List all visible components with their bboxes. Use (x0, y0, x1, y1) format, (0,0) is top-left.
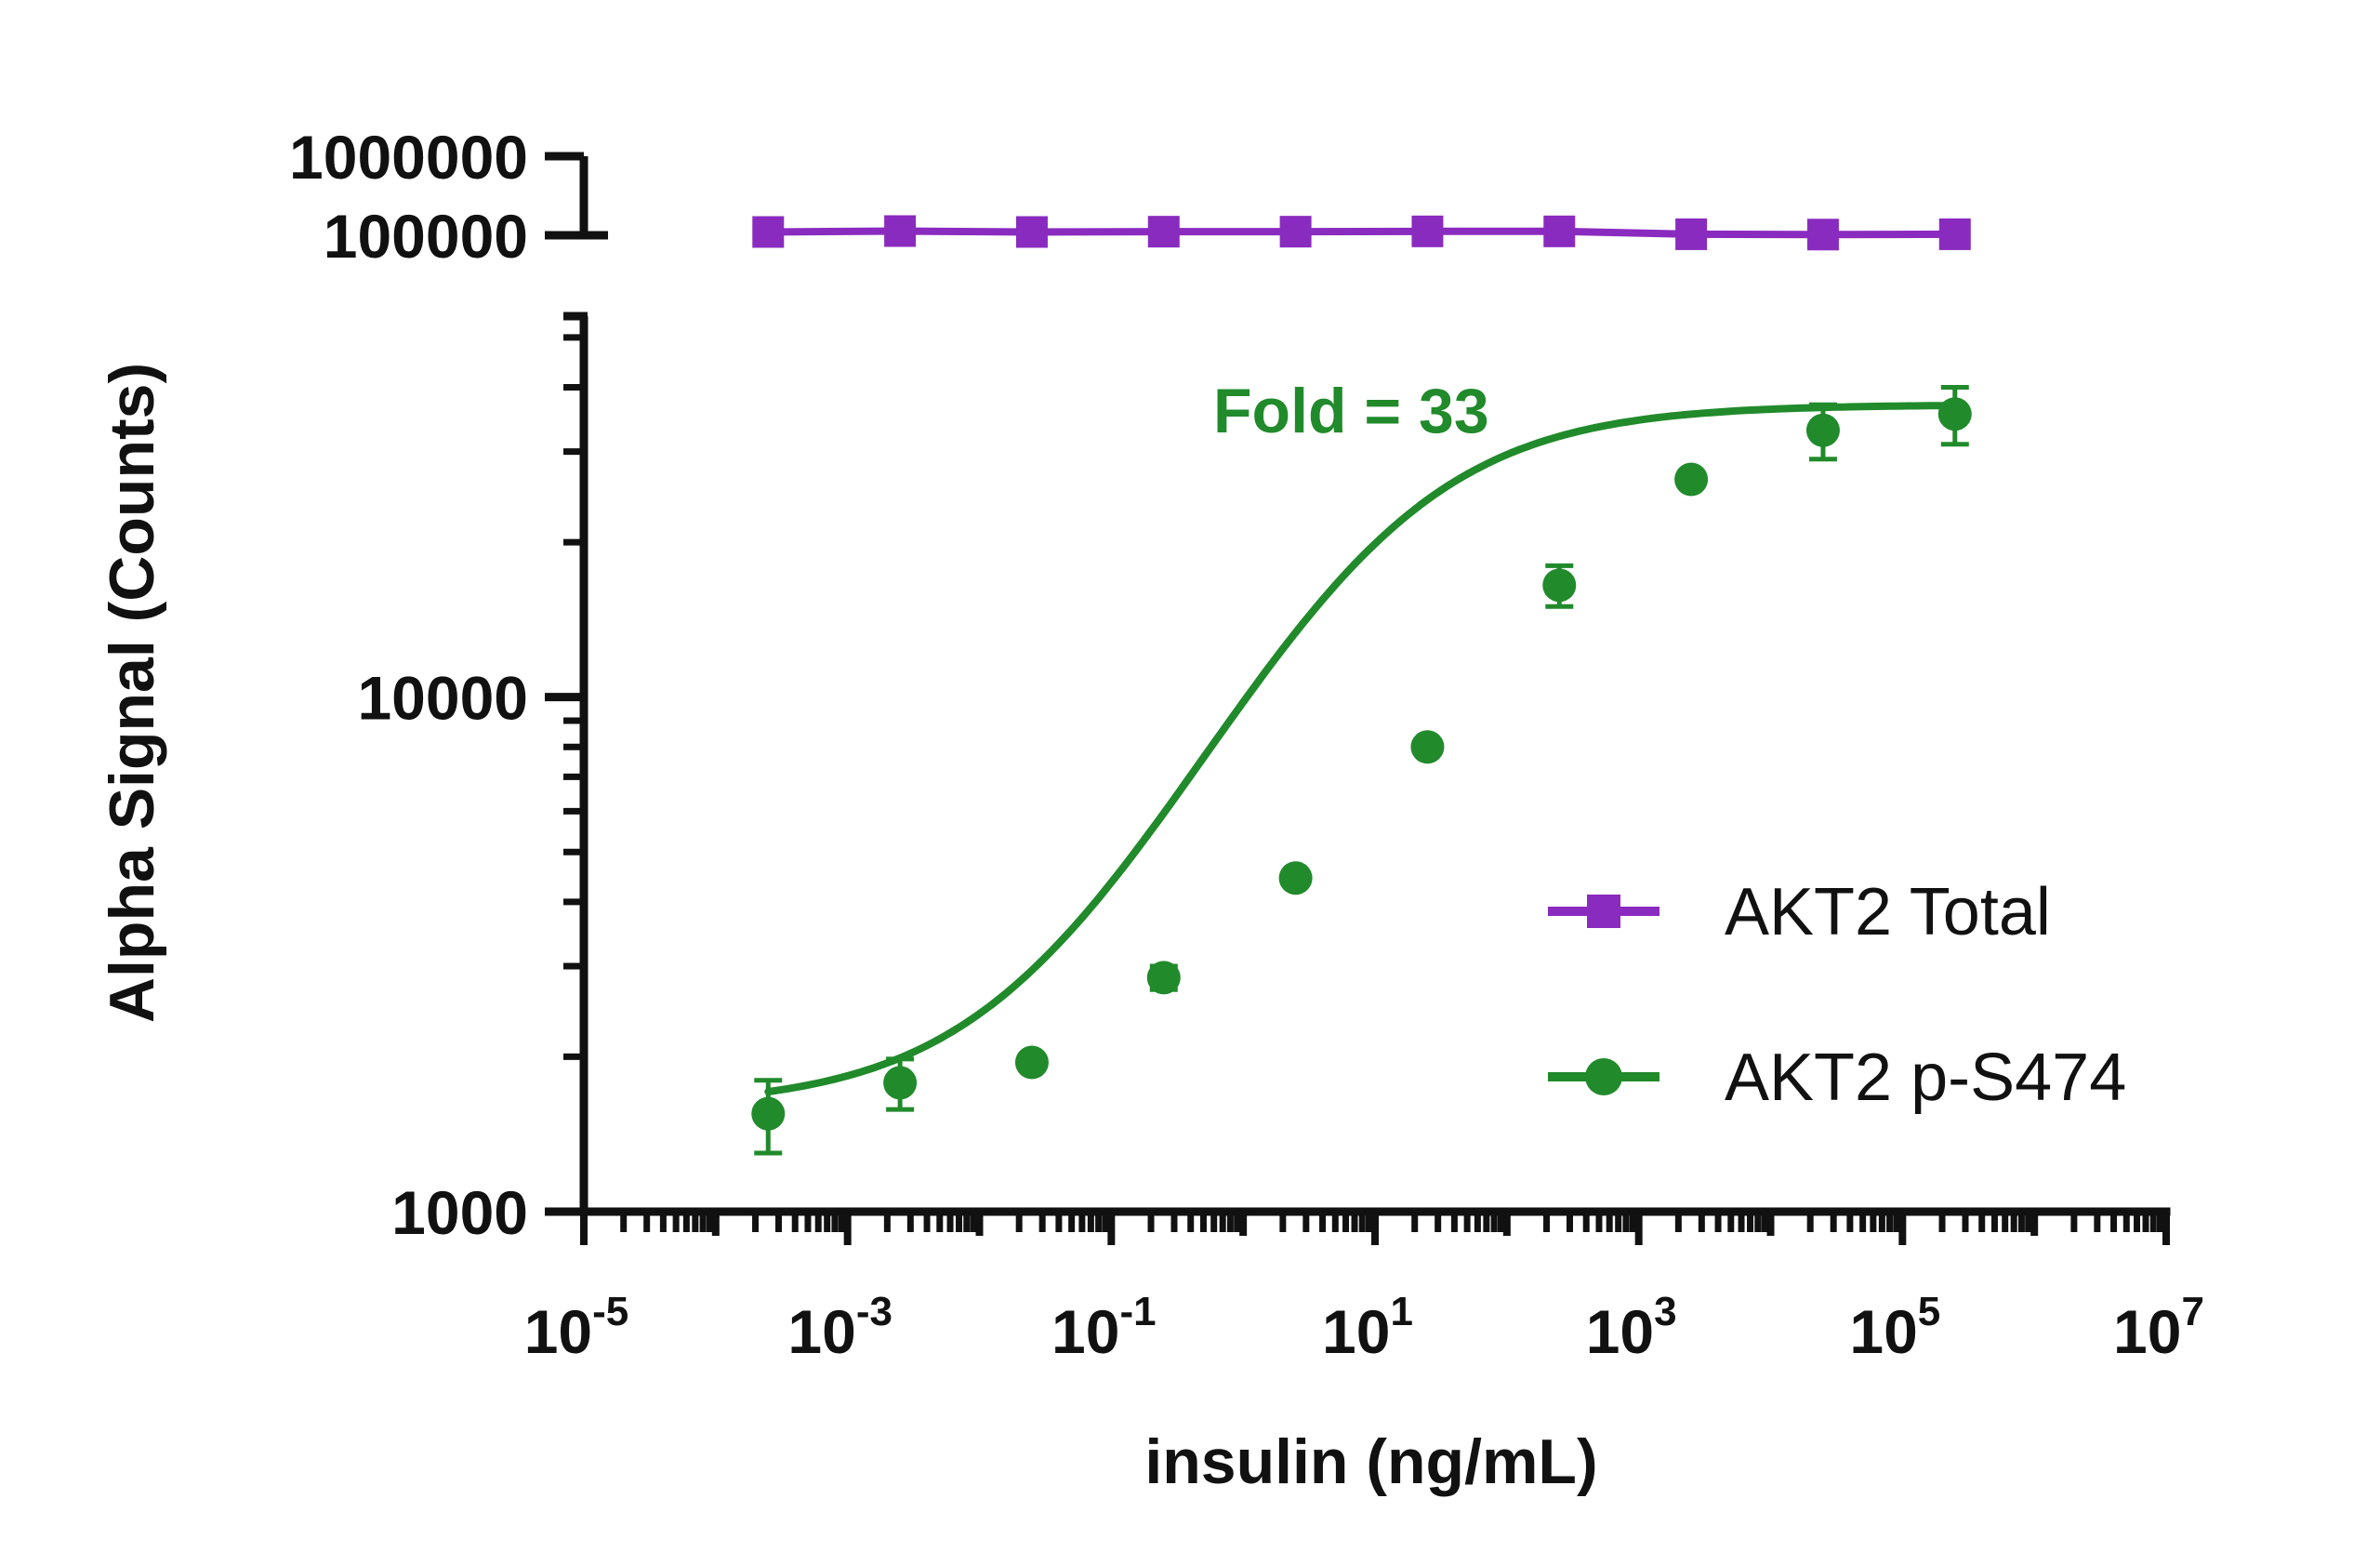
x-tick-exponent: -1 (1119, 1289, 1156, 1334)
data-point-akt2-ps474 (883, 1066, 918, 1100)
data-point-akt2-ps474 (1014, 1045, 1049, 1080)
y-axis-title: Alpha Signal (Counts) (97, 363, 167, 1023)
legend-marker-phospho (1585, 1058, 1622, 1095)
data-point-akt2-ps474 (1937, 397, 1972, 431)
x-tick-base: 10 (1322, 1297, 1390, 1366)
data-point-akt2-total (752, 216, 785, 248)
data-point-akt2-ps474 (1278, 861, 1313, 895)
data-point-akt2-total (1806, 219, 1839, 251)
data-point-akt2-ps474 (1146, 961, 1181, 995)
data-point-akt2-ps474 (1542, 568, 1577, 603)
legend-marker-total (1587, 895, 1620, 928)
data-point-akt2-ps474 (751, 1096, 786, 1131)
data-point-akt2-total (884, 215, 917, 247)
legend: AKT2 Total AKT2 p-S474 (1548, 875, 2126, 1115)
x-tick-label: 10-1 (1051, 1289, 1157, 1366)
fold-annotation: Fold = 33 (1213, 376, 1489, 446)
x-tick-exponent: 1 (1390, 1289, 1412, 1334)
data-point-akt2-total (1279, 216, 1312, 248)
x-axis-title: insulin (ng/mL) (1144, 1426, 1597, 1497)
x-tick-label: 105 (1849, 1289, 1940, 1366)
x-tick-base: 10 (2113, 1297, 2181, 1366)
x-tick-exponent: 5 (1918, 1289, 1940, 1334)
x-tick-label: 101 (1322, 1289, 1413, 1366)
data-point-akt2-total (1675, 218, 1708, 250)
series-line-akt2-total (768, 227, 1955, 239)
series-layer (751, 215, 1972, 1156)
x-tick-base: 10 (1849, 1297, 1917, 1366)
legend-label-total: AKT2 Total (1725, 875, 2051, 949)
x-tick-base: 10 (524, 1297, 592, 1366)
y-upper-tick-label: 100000 (324, 202, 528, 271)
y-lower-tick-label: 10000 (357, 664, 528, 733)
y-lower-tick-label: 1000 (391, 1178, 528, 1247)
x-tick-label: 107 (2113, 1289, 2204, 1366)
x-tick-exponent: 3 (1654, 1289, 1676, 1334)
x-tick-base: 10 (787, 1297, 855, 1366)
data-point-akt2-total (1411, 215, 1444, 247)
data-point-akt2-ps474 (1410, 730, 1445, 764)
x-tick-label: 103 (1586, 1289, 1677, 1366)
data-point-akt2-total (1147, 216, 1180, 248)
fit-curve-akt2-ps474 (764, 402, 1959, 1095)
x-tick-exponent: 7 (2181, 1289, 2203, 1334)
legend-item-total: AKT2 Total (1548, 875, 2051, 949)
x-tick-base: 10 (1586, 1297, 1654, 1366)
x-tick-label: 10-5 (524, 1289, 629, 1366)
y-upper-tick-label: 1000000 (289, 123, 528, 192)
x-tick-exponent: -5 (592, 1289, 628, 1334)
data-point-akt2-ps474 (1805, 413, 1840, 447)
data-point-akt2-total (1015, 216, 1048, 248)
data-point-akt2-ps474 (1674, 462, 1709, 497)
data-point-akt2-total (1938, 218, 1971, 250)
x-tick-exponent: -3 (856, 1289, 892, 1334)
legend-item-phospho: AKT2 p-S474 (1548, 1041, 2126, 1115)
axes (545, 152, 2171, 1245)
data-point-akt2-total (1543, 215, 1576, 247)
x-tick-label: 10-3 (787, 1289, 892, 1366)
tick-labels: 10-5 10-3 10-1 101 103 105 1071000100001000000… (289, 123, 2204, 1366)
x-tick-base: 10 (1051, 1297, 1119, 1366)
legend-label-phospho: AKT2 p-S474 (1725, 1041, 2126, 1115)
